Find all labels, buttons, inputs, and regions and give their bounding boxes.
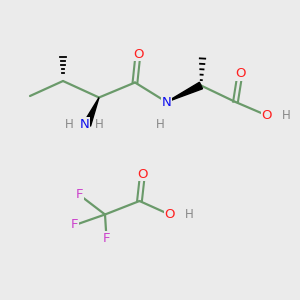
- Text: H: H: [95, 118, 104, 131]
- Text: F: F: [103, 232, 110, 245]
- Text: N: N: [162, 95, 171, 109]
- Text: F: F: [71, 218, 79, 232]
- Polygon shape: [167, 82, 203, 102]
- Text: N: N: [80, 118, 90, 131]
- Text: H: H: [156, 118, 165, 131]
- Text: O: O: [262, 109, 272, 122]
- Text: O: O: [133, 47, 143, 61]
- Text: H: H: [65, 118, 74, 131]
- Text: H: H: [184, 208, 194, 221]
- Text: O: O: [164, 208, 175, 221]
- Text: F: F: [76, 188, 83, 202]
- Polygon shape: [83, 98, 99, 126]
- Text: O: O: [235, 67, 245, 80]
- Text: O: O: [137, 167, 148, 181]
- Text: H: H: [282, 109, 291, 122]
